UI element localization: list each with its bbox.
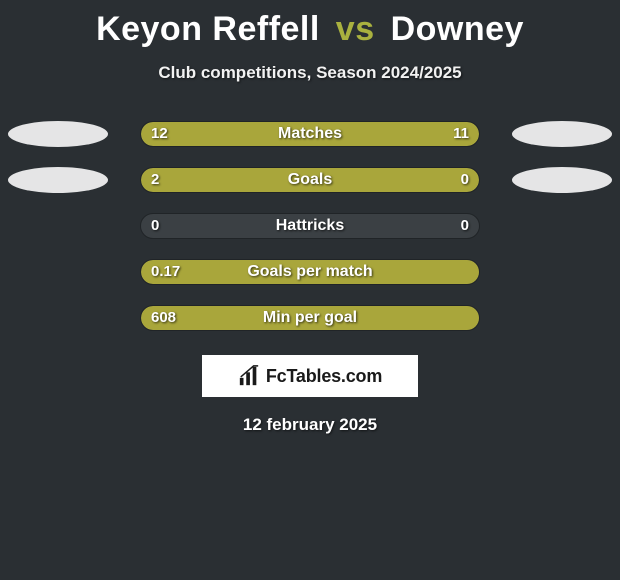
stat-bar-left [141, 260, 479, 284]
branding-text: FcTables.com [266, 366, 382, 387]
player2-oval-icon [512, 167, 612, 193]
player2-oval-icon [512, 121, 612, 147]
stat-row: 608Min per goal [0, 305, 620, 331]
stat-bar-track: 1211Matches [140, 121, 480, 147]
player1-name: Keyon Reffell [96, 10, 320, 48]
stat-bar-track: 0 0Hattricks [140, 213, 480, 239]
subtitle: Club competitions, Season 2024/2025 [0, 63, 620, 83]
player1-oval-icon [8, 121, 108, 147]
vs-label: vs [336, 10, 375, 48]
stat-label: Hattricks [141, 214, 479, 238]
bar-chart-icon [238, 365, 260, 387]
stat-bar-right [401, 168, 479, 192]
stat-row: 0 0Hattricks [0, 213, 620, 239]
player2-name: Downey [391, 10, 524, 48]
stat-value-right: 0 [461, 214, 469, 238]
stat-bar-track: 0.17Goals per match [140, 259, 480, 285]
stat-bar-left [141, 306, 479, 330]
page-title: Keyon Reffell vs Downey [0, 0, 620, 49]
stat-row: 0.17Goals per match [0, 259, 620, 285]
stat-row: 1211Matches [0, 121, 620, 147]
stat-value-left: 0 [151, 214, 159, 238]
stat-row: 20Goals [0, 167, 620, 193]
stats-rows: 1211Matches 20Goals 0 0Hattricks 0.17Goals p… [0, 121, 620, 331]
branding-box: FcTables.com [202, 355, 418, 397]
date-label: 12 february 2025 [0, 415, 620, 435]
stat-bar-track: 608Min per goal [140, 305, 480, 331]
stat-bar-right [317, 122, 479, 146]
stat-bar-left [141, 122, 317, 146]
stat-bar-left [141, 168, 401, 192]
stat-bar-track: 20Goals [140, 167, 480, 193]
player1-oval-icon [8, 167, 108, 193]
